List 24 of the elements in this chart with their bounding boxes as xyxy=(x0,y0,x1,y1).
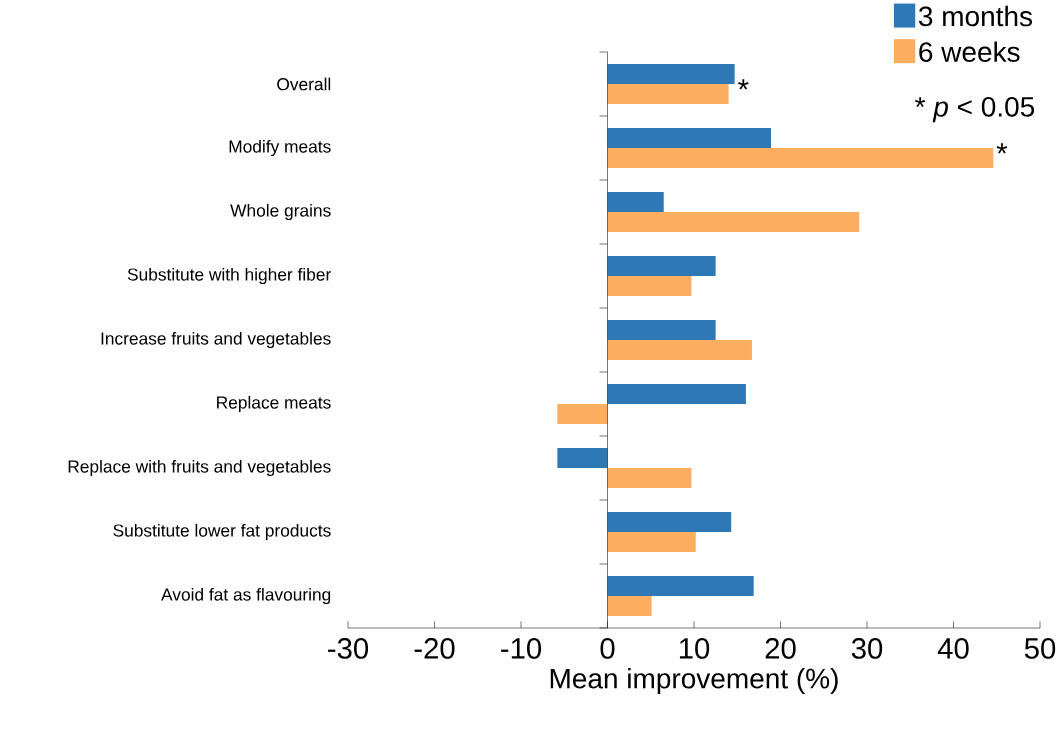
x-tick-label: -10 xyxy=(501,638,542,659)
x-tick-label: 0 xyxy=(600,638,615,659)
x-tick-label: 10 xyxy=(679,638,710,659)
annotation: * xyxy=(996,143,1008,154)
legend-label: 3 months xyxy=(918,5,1033,27)
y-tick-label: Substitute lower fat products xyxy=(113,523,331,541)
x-tick-label: -20 xyxy=(414,638,455,659)
legend-label: 6 weeks xyxy=(919,41,1020,62)
y-tick-label: Whole grains xyxy=(230,203,331,221)
y-tick-label: Modify meats xyxy=(229,139,331,157)
y-tick-label: Overall xyxy=(277,77,331,91)
y-tick-label: Substitute with higher fiber xyxy=(127,267,331,285)
y-tick-label: Avoid fat as flavouring xyxy=(161,587,331,605)
y-tick-label: Replace meats xyxy=(217,395,331,413)
annotation: *p < 0.05 xyxy=(915,96,1035,123)
x-axis-title: Mean improvement (%) xyxy=(550,667,838,695)
x-tick-label: 40 xyxy=(937,638,969,659)
x-tick-label: -30 xyxy=(328,638,369,659)
x-tick-label: 30 xyxy=(851,638,883,659)
y-tick-label: Replace with fruits and vegetables xyxy=(68,459,331,477)
x-tick-label: 20 xyxy=(765,638,796,659)
annotation: * xyxy=(738,79,749,90)
y-tick-label: Increase fruits and vegetables xyxy=(101,331,331,349)
x-tick-label: 50 xyxy=(1024,638,1056,659)
